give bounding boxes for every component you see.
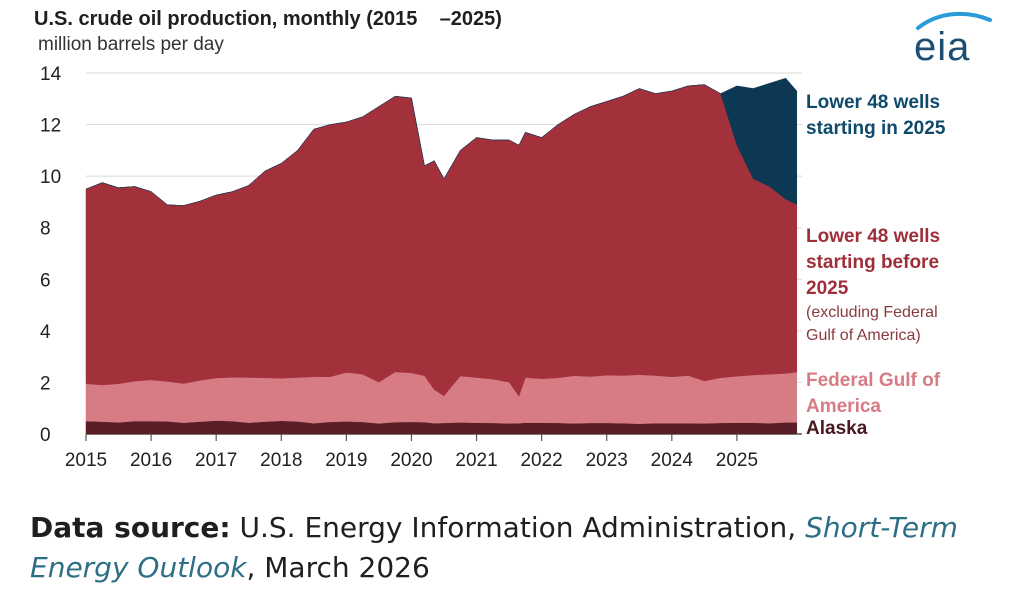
y-tick-label: 6 xyxy=(40,270,51,291)
label-gulf-line1: Federal Gulf of xyxy=(806,370,941,391)
x-tick-label: 2025 xyxy=(716,450,758,471)
x-tick-label: 2016 xyxy=(130,450,172,471)
area-series-2 xyxy=(85,84,798,397)
x-tick-label: 2015 xyxy=(65,450,107,471)
x-tick-label: 2018 xyxy=(260,450,302,471)
area-series-3 xyxy=(85,77,798,206)
y-tick-label: 0 xyxy=(40,425,51,446)
label-old-wells-note-line2: Gulf of America) xyxy=(806,327,921,344)
label-old-wells: Lower 48 wells starting before 2025 xyxy=(806,224,940,302)
chart-area: 0 2 4 6 8 10 12 14 2015 2016 2017 2018 2019 2020 2021… xyxy=(40,64,802,471)
source-text: U.S. Energy Information Administration, xyxy=(230,511,806,544)
x-axis-ticks: 2015 2016 2017 2018 2019 2020 2021 2022 2023 2024… xyxy=(65,434,758,471)
x-tick-label: 2022 xyxy=(520,450,562,471)
label-old-wells-line2: starting before xyxy=(806,252,940,273)
x-tick-label: 2023 xyxy=(586,450,628,471)
y-tick-label: 14 xyxy=(40,64,62,85)
label-new-wells-line2: starting in 2025 xyxy=(806,118,946,139)
eia-logo-text: eia xyxy=(914,25,970,66)
label-gulf: Federal Gulf of America xyxy=(806,368,940,420)
y-axis-ticks: 0 2 4 6 8 10 12 14 xyxy=(40,64,62,446)
source-link[interactable]: Short-Term Energy Outlook xyxy=(30,511,958,584)
stacked-areas xyxy=(85,77,798,435)
x-tick-label: 2021 xyxy=(455,450,497,471)
label-old-wells-note: (excluding Federal Gulf of America) xyxy=(806,301,938,347)
y-tick-label: 4 xyxy=(40,322,51,343)
source-line: Data source: U.S. Energy Information Adm… xyxy=(30,508,1010,588)
source-head: Data source: xyxy=(30,511,231,544)
label-old-wells-line1: Lower 48 wells xyxy=(806,226,941,247)
label-gulf-line2: America xyxy=(806,396,881,417)
y-tick-label: 12 xyxy=(40,116,61,137)
label-old-wells-note-line1: (excluding Federal xyxy=(806,304,938,321)
y-tick-label: 10 xyxy=(40,167,61,188)
label-alaska: Alaska xyxy=(806,418,868,439)
x-tick-label: 2020 xyxy=(390,450,432,471)
label-old-wells-line3: 2025 xyxy=(806,278,849,299)
x-tick-label: 2017 xyxy=(195,450,237,471)
chart-subtitle: million barrels per day xyxy=(38,34,224,55)
source-tail: , March 2026 xyxy=(246,551,430,584)
eia-logo: eia xyxy=(914,11,992,66)
chart-title: U.S. crude oil production, monthly (2015… xyxy=(34,8,502,30)
y-tick-label: 2 xyxy=(40,373,51,394)
x-tick-label: 2019 xyxy=(325,450,367,471)
eia-logo-swoosh xyxy=(916,11,992,30)
label-new-wells-line1: Lower 48 wells xyxy=(806,92,941,113)
y-tick-label: 8 xyxy=(40,219,51,240)
x-tick-label: 2024 xyxy=(651,450,694,471)
label-new-wells: Lower 48 wells starting in 2025 xyxy=(806,90,945,142)
